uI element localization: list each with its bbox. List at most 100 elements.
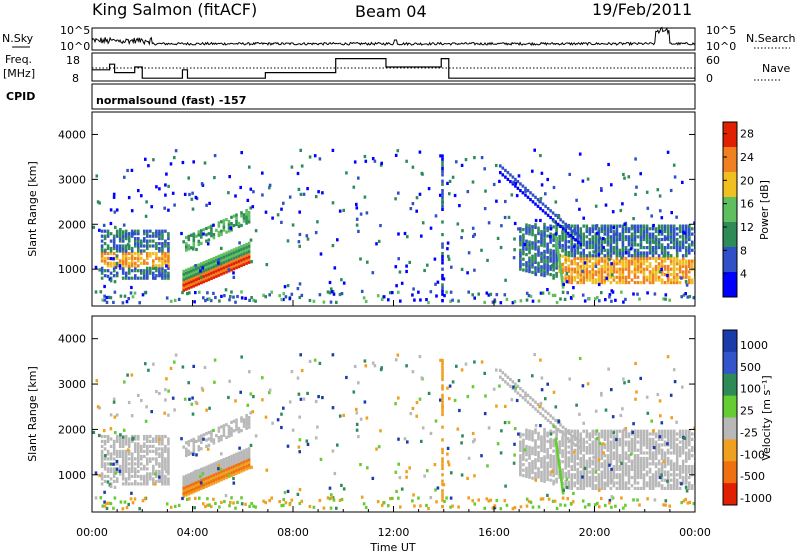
power-cell (220, 232, 223, 236)
power-cell (235, 249, 238, 254)
power-cell (124, 259, 128, 263)
power-cell (127, 276, 131, 280)
power-cell (495, 199, 498, 203)
power-cell (621, 229, 625, 234)
velocity-cell (522, 444, 525, 448)
velocity-cell (564, 431, 567, 435)
power-cell (137, 256, 140, 260)
power-cell (549, 209, 552, 213)
power-cell (225, 256, 228, 261)
velocity-cell (559, 503, 562, 507)
power-cell (660, 237, 664, 242)
power-cell (636, 227, 640, 231)
power-cell (232, 214, 236, 218)
power-cell (197, 263, 201, 267)
power-cell (342, 208, 345, 212)
power-cell (539, 291, 543, 295)
power-cell (657, 240, 661, 244)
velocity-cell (630, 448, 634, 452)
power-cell (210, 227, 213, 231)
velocity-cell (555, 477, 558, 481)
velocity-cell (103, 457, 107, 461)
power-cell (114, 225, 117, 229)
power-cell (441, 201, 444, 205)
velocity-cell (633, 429, 637, 433)
power-cell (519, 235, 522, 239)
velocity-cell (675, 467, 679, 471)
velocity-cell (143, 437, 146, 441)
velocity-cell (666, 435, 670, 439)
power-cell (228, 298, 231, 302)
velocity-cell (594, 503, 597, 507)
velocity-cell (146, 447, 149, 451)
power-cell (441, 157, 444, 161)
power-cell (197, 268, 201, 272)
velocity-cell (171, 396, 175, 400)
velocity-cell (137, 464, 140, 468)
power-cell (555, 228, 558, 232)
power-cell (210, 258, 213, 262)
power-cell (371, 157, 375, 161)
power-cell (633, 259, 637, 263)
power-cell (521, 191, 525, 195)
velocity-cell (567, 486, 570, 490)
velocity-cell (245, 426, 248, 430)
velocity-cell (397, 437, 400, 441)
velocity-cell (543, 471, 546, 475)
velocity-cell (660, 465, 664, 469)
velocity-cell (484, 394, 487, 398)
velocity-cell (247, 466, 251, 470)
velocity-cell (669, 446, 673, 450)
power-cell (618, 281, 622, 285)
velocity-cell (579, 456, 582, 461)
velocity-cell (531, 405, 535, 409)
velocity-cell (167, 462, 170, 466)
velocity-cell (591, 484, 595, 488)
power-cell (672, 240, 676, 244)
velocity-cell (232, 461, 236, 466)
velocity-cell (606, 454, 610, 458)
power-cell (543, 271, 546, 275)
velocity-cell (446, 446, 450, 450)
power-cell (242, 252, 246, 256)
colorbar-swatch (723, 247, 737, 273)
power-cell (552, 260, 555, 264)
velocity-cell (642, 440, 646, 444)
velocity-cell (582, 456, 585, 461)
power-cell (606, 229, 610, 234)
velocity-cell (534, 460, 537, 465)
velocity-cell (489, 498, 493, 502)
velocity-cell (558, 443, 561, 447)
power-cell (152, 261, 155, 265)
power-cell (660, 229, 664, 234)
power-cell (558, 260, 561, 264)
power-cell (608, 295, 611, 299)
power-cell (573, 270, 576, 274)
power-cell (576, 262, 579, 266)
velocity-cell (549, 429, 552, 433)
power-cell (167, 249, 170, 253)
power-cell (636, 259, 640, 263)
velocity-cell (564, 485, 567, 489)
velocity-cell (134, 462, 137, 466)
velocity-cell (235, 460, 238, 464)
power-cell (630, 278, 634, 282)
power-cell (639, 227, 643, 231)
velocity-cell (106, 434, 110, 439)
velocity-cell (555, 469, 558, 473)
power-cell (552, 252, 555, 256)
velocity-cell (624, 440, 628, 444)
velocity-cell (207, 431, 211, 435)
velocity-cell (512, 461, 516, 465)
power-cell (591, 281, 595, 285)
velocity-cell (600, 465, 604, 469)
power-cell (621, 248, 625, 252)
velocity-cell (531, 438, 534, 442)
power-cell (591, 237, 595, 242)
velocity-cell (685, 475, 688, 480)
velocity-cell (229, 500, 232, 505)
velocity-cell (134, 444, 137, 448)
power-cell (666, 251, 670, 255)
velocity-cell (232, 464, 236, 468)
